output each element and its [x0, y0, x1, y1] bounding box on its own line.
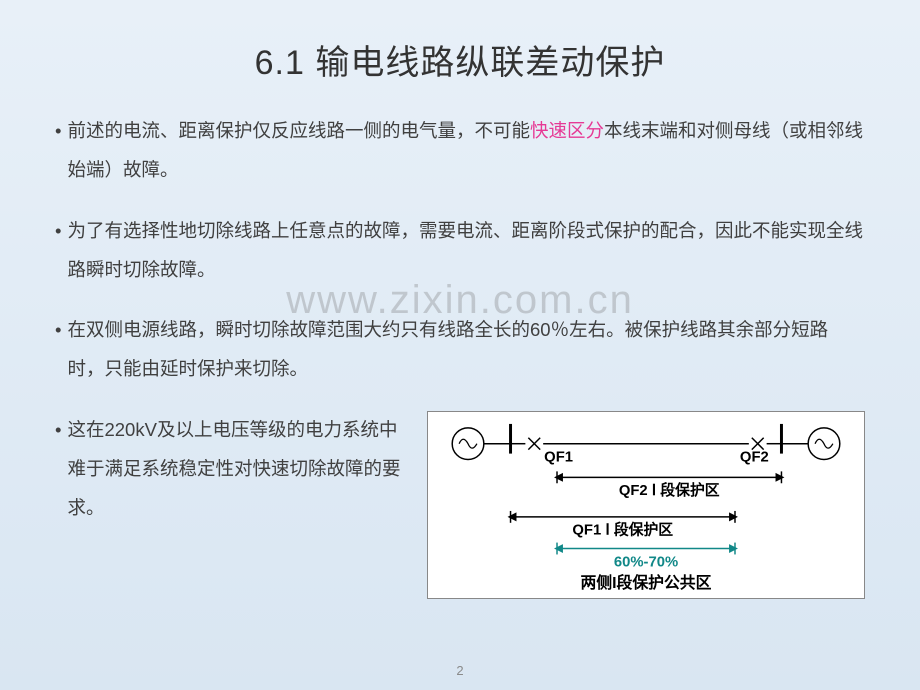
bullet-item: • 前述的电流、距离保护仅反应线路一侧的电气量，不可能快速区分本线末端和对侧母线… — [55, 112, 865, 190]
bullet-text: 为了有选择性地切除线路上任意点的故障，需要电流、距离阶段式保护的配合，因此不能实… — [67, 212, 865, 290]
svg-text:QF1 Ⅰ 段保护区: QF1 Ⅰ 段保护区 — [572, 521, 673, 539]
svg-text:60%-70%: 60%-70% — [614, 554, 678, 570]
svg-text:QF1: QF1 — [544, 450, 573, 466]
protection-zone-diagram: QF1 QF2 QF2 Ⅰ 段保护区 QF1 Ⅰ 段保护区 60%-70% 两侧I段保护公… — [427, 411, 865, 599]
bullet-dot-icon: • — [55, 311, 61, 389]
bullet-text: 这在220kV及以上电压等级的电力系统中难于满足系统稳定性对快速切除故障的要求。 — [67, 411, 415, 528]
svg-text:QF2 Ⅰ 段保护区: QF2 Ⅰ 段保护区 — [619, 481, 720, 499]
page-title: 6.1 输电线路纵联差动保护 — [55, 35, 865, 84]
highlight-text: 快速区分 — [530, 120, 604, 141]
svg-text:QF2: QF2 — [740, 450, 769, 466]
bullet-item: • 这在220kV及以上电压等级的电力系统中难于满足系统稳定性对快速切除故障的要… — [55, 411, 415, 528]
bullet-item: • 为了有选择性地切除线路上任意点的故障，需要电流、距离阶段式保护的配合，因此不… — [55, 212, 865, 290]
bullet-dot-icon: • — [55, 112, 61, 190]
page-number: 2 — [0, 663, 920, 678]
svg-text:两侧I段保护公共区: 两侧I段保护公共区 — [581, 573, 712, 592]
bullet-dot-icon: • — [55, 212, 61, 290]
bullet-text: 前述的电流、距离保护仅反应线路一侧的电气量，不可能快速区分本线末端和对侧母线（或… — [67, 112, 865, 190]
bullet-list: • 前述的电流、距离保护仅反应线路一侧的电气量，不可能快速区分本线末端和对侧母线… — [55, 112, 865, 599]
bullet-text: 在双侧电源线路，瞬时切除故障范围大约只有线路全长的60％左右。被保护线路其余部分… — [67, 311, 865, 389]
bullet-item: • 在双侧电源线路，瞬时切除故障范围大约只有线路全长的60％左右。被保护线路其余… — [55, 311, 865, 389]
diagram-svg: QF1 QF2 QF2 Ⅰ 段保护区 QF1 Ⅰ 段保护区 60%-70% 两侧I段保护公… — [432, 418, 860, 594]
bullet-dot-icon: • — [55, 411, 61, 528]
